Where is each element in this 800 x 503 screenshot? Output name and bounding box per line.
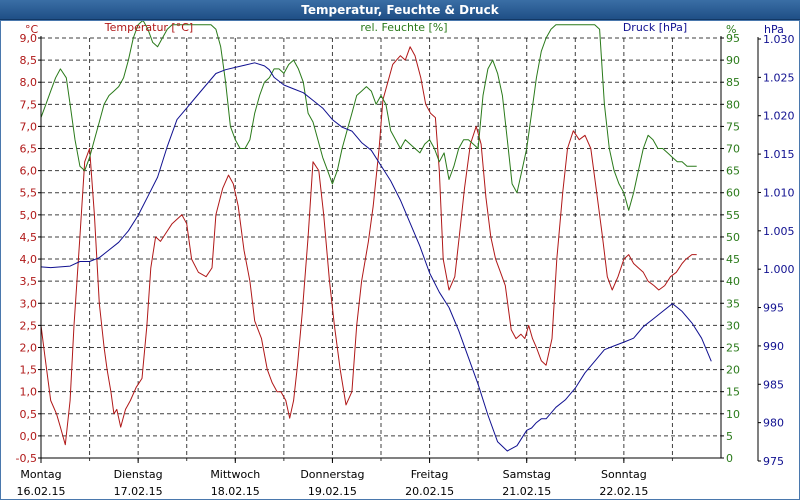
humidity-tick-label: 55 bbox=[726, 209, 740, 222]
temp-tick-label: 2,5 bbox=[20, 319, 38, 332]
humidity-tick-label: 25 bbox=[726, 341, 740, 354]
temp-axis-title: Temperatur [°C] bbox=[104, 21, 193, 34]
temp-tick-label: 4,0 bbox=[20, 253, 38, 266]
day-date-label: 22.02.15 bbox=[599, 485, 648, 498]
temp-tick-label: 8,5 bbox=[20, 54, 38, 67]
humidity-tick-label: 70 bbox=[726, 143, 740, 156]
labels-layer: 9,0 8,5 8,0 7,5 7,0 6,5 6,0 5,5 5,0 4,5 4,0 3,5 3,0 2… bbox=[16, 21, 795, 498]
temp-tick-label: 1,0 bbox=[20, 386, 38, 399]
pressure-axis-title: Druck [hPa] bbox=[623, 21, 687, 34]
day-name-label: Freitag bbox=[411, 468, 449, 481]
temp-tick-label: 7,5 bbox=[20, 98, 38, 111]
humidity-tick-label: 75 bbox=[726, 120, 740, 133]
temp-tick-label: 8,0 bbox=[20, 76, 38, 89]
temp-tick-label: 9,0 bbox=[20, 32, 38, 45]
temp-tick-label: 3,0 bbox=[20, 297, 38, 310]
series-line-temperature bbox=[40, 46, 697, 446]
series-line-humidity bbox=[40, 19, 697, 211]
humidity-tick-label: 85 bbox=[726, 76, 740, 89]
temp-tick-label: 3,5 bbox=[20, 275, 38, 288]
temp-tick-label: 7,0 bbox=[20, 120, 38, 133]
temp-tick-label: 1,5 bbox=[20, 364, 38, 377]
humidity-tick-label: 35 bbox=[726, 297, 740, 310]
day-name-label: Mittwoch bbox=[210, 468, 260, 481]
grid bbox=[41, 37, 721, 461]
humidity-axis-title: rel. Feuchte [%] bbox=[360, 21, 447, 34]
weather-chart: 9,0 8,5 8,0 7,5 7,0 6,5 6,0 5,5 5,0 4,5 4,0 3,5 3,0 2… bbox=[16, 19, 795, 498]
temp-unit-label: °C bbox=[25, 23, 39, 36]
day-date-label: 20.02.15 bbox=[405, 485, 454, 498]
day-date-label: 18.02.15 bbox=[211, 485, 260, 498]
temp-tick-label: 4,5 bbox=[20, 231, 38, 244]
temp-tick-label: 6,5 bbox=[20, 143, 38, 156]
day-name-label: Montag bbox=[20, 468, 61, 481]
temp-tick-label: 0,0 bbox=[20, 430, 38, 443]
pressure-tick-label: 1.015 bbox=[763, 148, 795, 161]
pressure-tick-label: 995 bbox=[763, 302, 784, 315]
humidity-tick-label: 40 bbox=[726, 275, 740, 288]
humidity-tick-label: 0 bbox=[726, 452, 733, 465]
temp-tick-label: 0,5 bbox=[20, 408, 38, 421]
chart-frame: 9,0 8,5 8,0 7,5 7,0 6,5 6,0 5,5 5,0 4,5 4,0 3,5 3,0 2… bbox=[0, 19, 800, 500]
day-date-label: 16.02.15 bbox=[17, 485, 66, 498]
humidity-tick-label: 5 bbox=[726, 430, 733, 443]
humidity-tick-label: 45 bbox=[726, 253, 740, 266]
series-line-pressure bbox=[40, 62, 712, 452]
pressure-tick-label: 1.030 bbox=[763, 33, 795, 46]
day-date-label: 19.02.15 bbox=[308, 485, 357, 498]
day-name-label: Samstag bbox=[503, 468, 551, 481]
temp-tick-label: 5,0 bbox=[20, 209, 38, 222]
humidity-unit-label: % bbox=[726, 23, 736, 36]
humidity-tick-label: 65 bbox=[726, 165, 740, 178]
day-date-label: 17.02.15 bbox=[114, 485, 163, 498]
humidity-tick-label: 30 bbox=[726, 319, 740, 332]
chart-title-bar: Temperatur, Feuchte & Druck bbox=[0, 0, 800, 20]
day-name-label: Sonntag bbox=[601, 468, 647, 481]
humidity-tick-label: 50 bbox=[726, 231, 740, 244]
humidity-tick-label: 15 bbox=[726, 386, 740, 399]
temp-tick-label: 5,5 bbox=[20, 187, 38, 200]
temp-tick-label: 6,0 bbox=[20, 165, 38, 178]
pressure-tick-label: 1.000 bbox=[763, 263, 795, 276]
humidity-tick-label: 10 bbox=[726, 408, 740, 421]
humidity-tick-label: 20 bbox=[726, 364, 740, 377]
pressure-tick-label: 980 bbox=[763, 417, 784, 430]
humidity-tick-label: 60 bbox=[726, 187, 740, 200]
day-name-label: Dienstag bbox=[114, 468, 163, 481]
pressure-tick-label: 990 bbox=[763, 340, 784, 353]
temp-tick-label: -0,5 bbox=[16, 452, 37, 465]
series-layer bbox=[40, 19, 712, 452]
axes-layer bbox=[38, 36, 761, 463]
pressure-unit-label: hPa bbox=[764, 23, 784, 36]
pressure-tick-label: 1.010 bbox=[763, 186, 795, 199]
humidity-tick-label: 80 bbox=[726, 98, 740, 111]
pressure-tick-label: 1.020 bbox=[763, 110, 795, 123]
day-name-label: Donnerstag bbox=[300, 468, 364, 481]
temp-tick-label: 2,0 bbox=[20, 341, 38, 354]
chart-title: Temperatur, Feuchte & Druck bbox=[301, 2, 499, 17]
day-date-label: 21.02.15 bbox=[502, 485, 551, 498]
pressure-tick-label: 975 bbox=[763, 455, 784, 468]
humidity-tick-label: 90 bbox=[726, 54, 740, 67]
pressure-tick-label: 985 bbox=[763, 378, 784, 391]
pressure-tick-label: 1.025 bbox=[763, 71, 795, 84]
humidity-tick-label: 95 bbox=[726, 32, 740, 45]
pressure-tick-label: 1.005 bbox=[763, 225, 795, 238]
